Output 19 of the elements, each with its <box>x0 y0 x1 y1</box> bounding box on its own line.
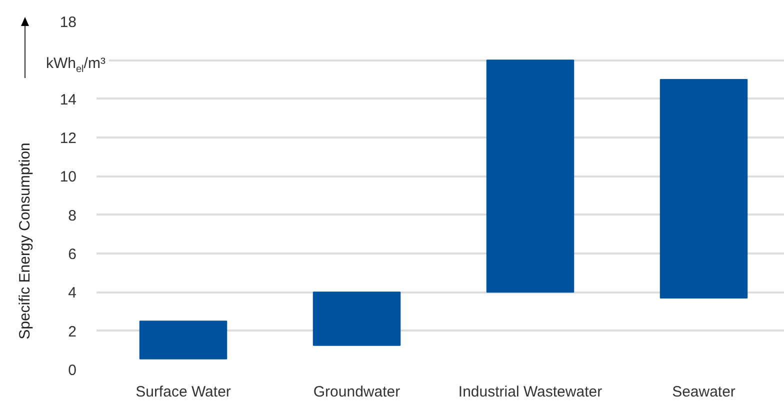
x-tick-label: Industrial Wastewater <box>458 384 602 400</box>
y-tick-label: 6 <box>68 246 76 263</box>
y-tick-label: 14 <box>60 91 77 108</box>
x-tick-label: Seawater <box>672 384 736 400</box>
y-tick-label: 12 <box>60 130 77 147</box>
bar <box>660 79 748 298</box>
y-tick-label: 2 <box>68 323 76 340</box>
bar <box>312 292 401 346</box>
y-tick-label: 18 <box>60 14 77 31</box>
y-tick-label: 0 <box>68 362 76 379</box>
y-axis-title: Specific Energy Consumption <box>16 142 34 340</box>
x-tick-label: Groundwater <box>313 384 400 400</box>
bar <box>486 60 574 293</box>
x-tick-label: Surface Water <box>136 384 231 400</box>
annotation: kWh$_{el}$/m³ <box>46 55 110 75</box>
y-tick-label: 8 <box>68 207 76 224</box>
y-tick-label: 4 <box>68 284 76 302</box>
bar <box>139 320 228 360</box>
y-tick-label: 10 <box>60 168 77 186</box>
